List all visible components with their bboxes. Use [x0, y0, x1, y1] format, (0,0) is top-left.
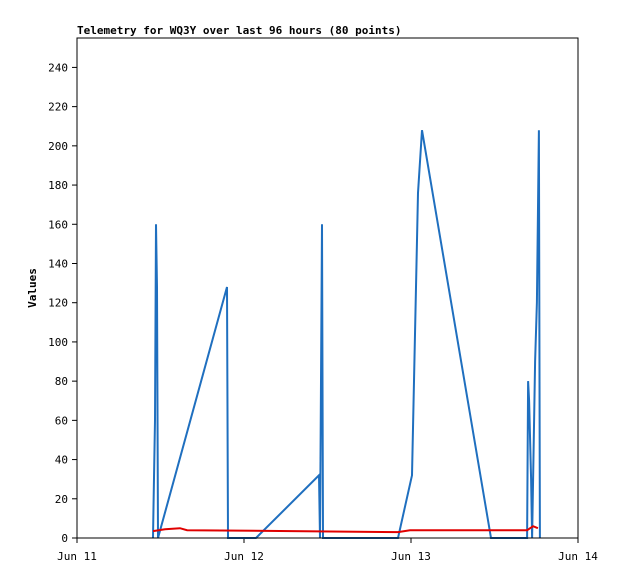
- y-tick-label: 0: [61, 532, 68, 545]
- x-tick-label: Jun 14: [558, 550, 598, 563]
- y-tick-label: 40: [55, 454, 68, 467]
- y-tick-label: 160: [48, 218, 68, 231]
- x-tick-label: Jun 11: [57, 550, 97, 563]
- chart-title: Telemetry for WQ3Y over last 96 hours (8…: [77, 24, 402, 37]
- y-tick-label: 100: [48, 336, 68, 349]
- x-tick-label: Jun 12: [224, 550, 264, 563]
- y-tick-label: 240: [48, 61, 68, 74]
- y-tick-label: 140: [48, 257, 68, 270]
- y-tick-label: 180: [48, 179, 68, 192]
- x-tick-label: Jun 13: [391, 550, 431, 563]
- y-axis-label: Values: [26, 268, 39, 308]
- y-tick-label: 200: [48, 140, 68, 153]
- y-tick-label: 120: [48, 297, 68, 310]
- y-tick-label: 80: [55, 375, 68, 388]
- y-tick-label: 20: [55, 493, 68, 506]
- series-line: [152, 525, 539, 534]
- series-line: [152, 130, 541, 539]
- y-tick-label: 60: [55, 414, 68, 427]
- y-tick-label: 220: [48, 101, 68, 114]
- plot-frame: [76, 37, 579, 539]
